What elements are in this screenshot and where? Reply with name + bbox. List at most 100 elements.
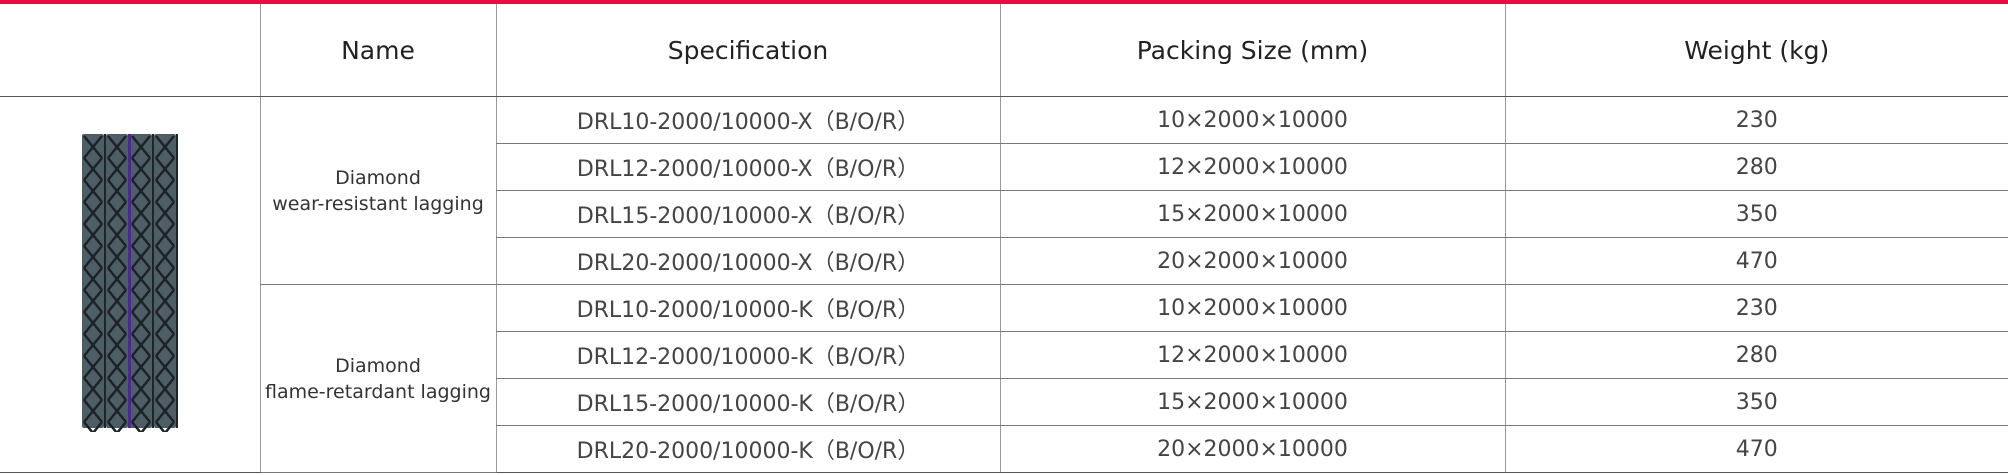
diamond-groove — [106, 134, 127, 159]
diamond-groove — [130, 376, 151, 401]
diamond-groove — [82, 156, 103, 181]
packing-size-cell: 12×2000×10000 — [999, 143, 1505, 191]
diamond-groove — [130, 288, 151, 313]
weight-cell: 470 — [1504, 237, 2008, 285]
diamond-groove — [82, 200, 103, 225]
diamond-groove — [154, 222, 175, 247]
table-row: DRL12-2000/10000-K（B/O/R） 12×2000×10000 28… — [0, 331, 2008, 379]
diamond-groove — [130, 134, 151, 159]
product-name: Diamond flame-retardant lagging — [259, 284, 496, 473]
strip-gap — [103, 133, 106, 428]
lagging-image-icon — [81, 133, 178, 445]
packing-size-cell: 10×2000×10000 — [999, 96, 1505, 144]
diamond-groove — [154, 398, 175, 423]
header-image — [0, 4, 260, 97]
diamond-groove — [154, 266, 175, 291]
spec-cell: DRL15-2000/10000-K（B/O/R） — [495, 378, 1000, 426]
diamond-groove — [106, 354, 127, 379]
weight-cell: 280 — [1504, 143, 2008, 191]
packing-size-cell: 15×2000×10000 — [999, 378, 1505, 426]
diamond-groove — [154, 244, 175, 269]
header-weight: Weight (kg) — [1504, 4, 2008, 97]
packing-size-cell: 12×2000×10000 — [999, 331, 1505, 379]
product-name-line2: flame-retardant lagging — [265, 380, 491, 403]
packing-size-cell: 10×2000×10000 — [999, 284, 1505, 332]
diamond-groove — [82, 398, 103, 423]
diamond-groove — [82, 134, 103, 159]
diamond-groove — [106, 332, 127, 357]
diamond-groove — [130, 354, 151, 379]
product-name: Diamond wear-resistant lagging — [259, 96, 496, 285]
diamond-groove — [106, 310, 127, 335]
strip-gap — [175, 133, 178, 428]
diamond-groove — [106, 376, 127, 401]
weight-cell: 350 — [1504, 378, 2008, 426]
diamond-groove — [154, 310, 175, 335]
diamond-groove — [106, 266, 127, 291]
weight-cell: 230 — [1504, 284, 2008, 332]
header-specification: Specification — [495, 4, 1000, 97]
diamond-groove — [130, 310, 151, 335]
packing-size-cell: 20×2000×10000 — [999, 237, 1505, 285]
strip-gap — [151, 133, 154, 428]
spec-cell: DRL20-2000/10000-X（B/O/R） — [495, 237, 1000, 285]
diamond-groove — [82, 310, 103, 335]
table-row: Diamond wear-resistant lagging DRL10-2000/… — [0, 96, 2008, 473]
diamond-groove — [130, 244, 151, 269]
spec-cell: DRL10-2000/10000-K（B/O/R） — [495, 284, 1000, 332]
diamond-groove — [82, 332, 103, 357]
table-row: DRL15-2000/10000-X（B/O/R） 15×2000×10000 35… — [0, 190, 2008, 238]
diamond-groove — [82, 178, 103, 203]
diamond-groove — [154, 354, 175, 379]
diamond-groove — [82, 266, 103, 291]
diamond-groove — [106, 244, 127, 269]
diamond-groove — [130, 178, 151, 203]
weight-cell: 280 — [1504, 331, 2008, 379]
spec-cell: DRL10-2000/10000-X（B/O/R） — [495, 96, 1000, 144]
spec-cell: DRL20-2000/10000-K（B/O/R） — [495, 425, 1000, 473]
diamond-groove — [154, 156, 175, 181]
diamond-groove — [82, 288, 103, 313]
diamond-groove — [154, 376, 175, 401]
product-name-line1: Diamond — [335, 354, 421, 377]
diamond-groove — [82, 354, 103, 379]
table-row: DRL20-2000/10000-K（B/O/R） 20×2000×10000 47… — [0, 425, 2008, 473]
diamond-groove — [130, 332, 151, 357]
diamond-groove — [82, 376, 103, 401]
diamond-groove — [130, 222, 151, 247]
diamond-groove — [154, 200, 175, 225]
header-name: Name — [259, 4, 496, 97]
diamond-groove — [82, 222, 103, 247]
diamond-groove — [154, 332, 175, 357]
diamond-groove — [106, 178, 127, 203]
diamond-groove — [106, 156, 127, 181]
diamond-groove — [82, 244, 103, 269]
diamond-groove — [106, 398, 127, 423]
table-row: Diamond flame-retardant lagging DRL10-2000… — [0, 284, 2008, 473]
diamond-groove — [154, 288, 175, 313]
spec-cell: DRL15-2000/10000-X（B/O/R） — [495, 190, 1000, 238]
diamond-groove — [106, 222, 127, 247]
diamond-groove — [106, 200, 127, 225]
product-name-line1: Diamond — [335, 166, 421, 189]
table-row: DRL20-2000/10000-X（B/O/R） 20×2000×10000 47… — [0, 237, 2008, 285]
purple-stripe — [127, 133, 131, 428]
diamond-groove — [154, 134, 175, 159]
header-row: Name Specification Packing Size (mm) Wei… — [0, 4, 2008, 97]
weight-cell: 230 — [1504, 96, 2008, 144]
accent-bar — [0, 0, 2008, 4]
diamond-groove — [154, 178, 175, 203]
spec-cell: DRL12-2000/10000-K（B/O/R） — [495, 331, 1000, 379]
table-row: DRL12-2000/10000-X（B/O/R） 12×2000×10000 28… — [0, 143, 2008, 191]
table-row: DRL15-2000/10000-K（B/O/R） 15×2000×10000 35… — [0, 378, 2008, 426]
spec-cell: DRL12-2000/10000-X（B/O/R） — [495, 143, 1000, 191]
diamond-groove — [130, 266, 151, 291]
diamond-groove — [130, 398, 151, 423]
spec-table: Name Specification Packing Size (mm) Wei… — [0, 4, 2008, 473]
product-image — [0, 96, 260, 473]
diamond-groove — [130, 156, 151, 181]
weight-cell: 470 — [1504, 425, 2008, 473]
packing-size-cell: 15×2000×10000 — [999, 190, 1505, 238]
header-packing-size: Packing Size (mm) — [999, 4, 1505, 97]
weight-cell: 350 — [1504, 190, 2008, 238]
